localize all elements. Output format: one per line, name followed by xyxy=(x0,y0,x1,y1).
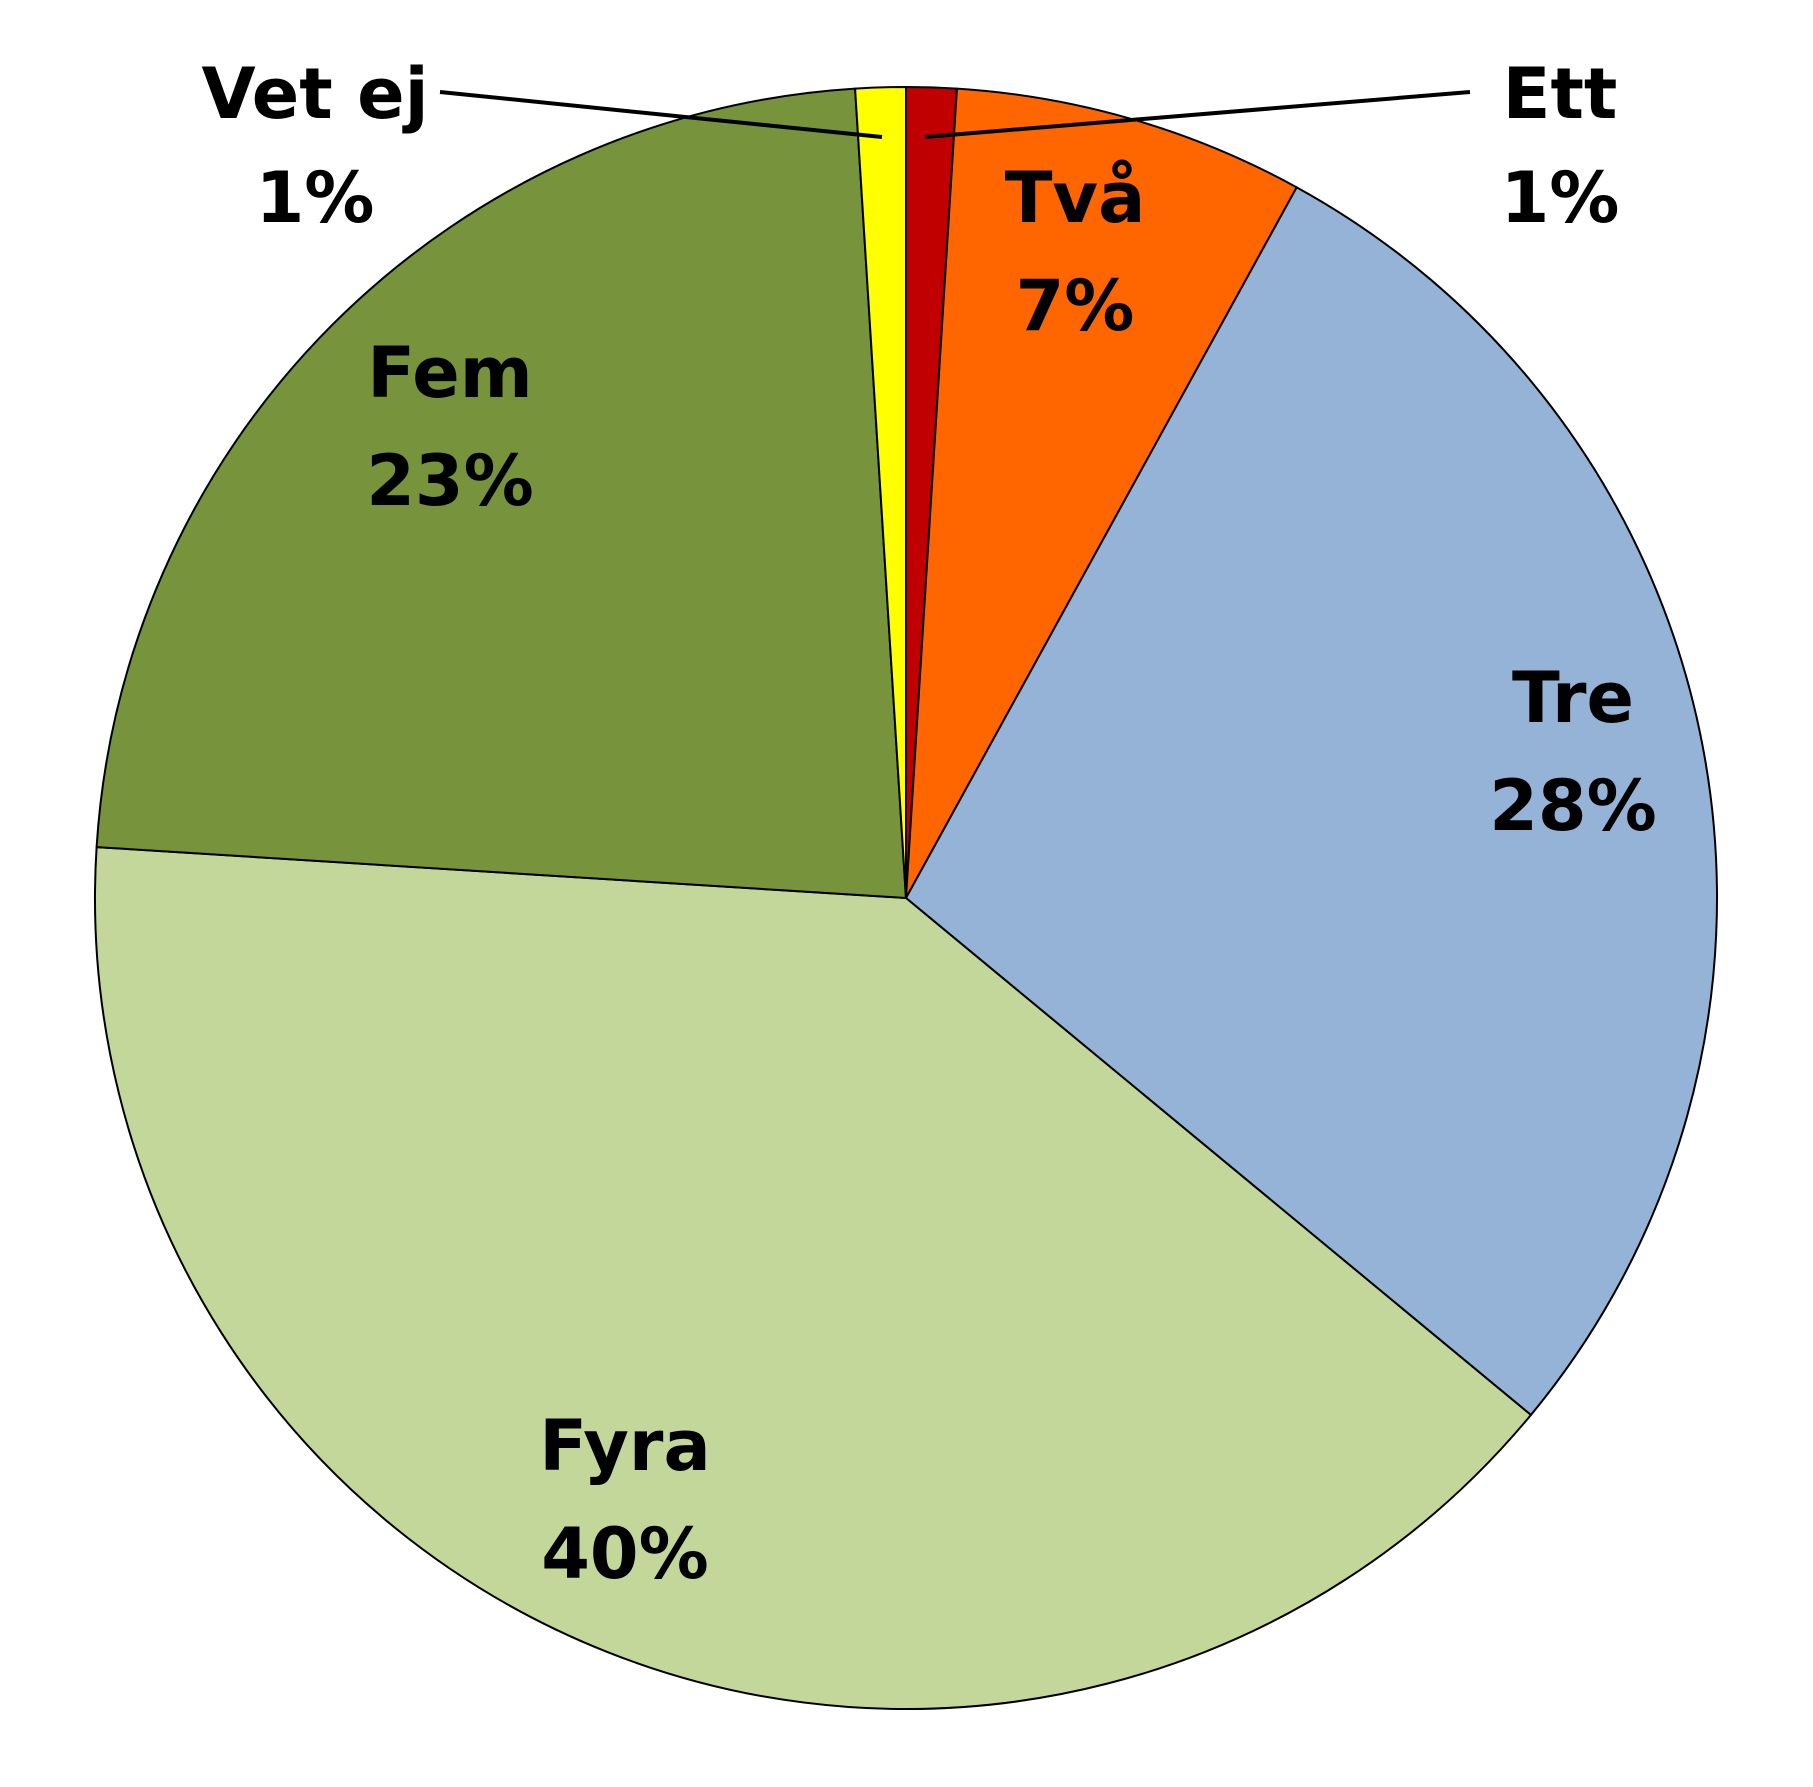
slice-label-fyra: Fyra xyxy=(539,1405,710,1487)
slice-percent-ett: 1% xyxy=(1501,157,1620,239)
slice-percent-tv: 7% xyxy=(1016,265,1135,347)
leader-line-vet-ej xyxy=(439,90,883,139)
slice-label-ett: Ett xyxy=(1503,53,1618,135)
pie-slice-vet-ej xyxy=(854,86,907,899)
slice-label-tre: Tre xyxy=(1512,657,1634,739)
pie-slices xyxy=(94,86,1718,1711)
slice-percent-vet-ej: 1% xyxy=(256,157,375,239)
pie-slice-tre xyxy=(905,186,1718,1416)
slice-labels: Ett 1% Två 7% Tre 28% Fyra 40% Fem 23% Vet ej 1% xyxy=(201,53,1656,1595)
leader-lines xyxy=(439,90,1471,139)
slice-label-tv: Två xyxy=(1005,157,1146,239)
slice-percent-fyra: 40% xyxy=(541,1513,709,1595)
slice-percent-fem: 23% xyxy=(366,440,534,522)
slice-label-fem: Fem xyxy=(367,332,532,414)
pie-slice-fyra xyxy=(94,846,1532,1711)
slice-percent-tre: 28% xyxy=(1489,765,1657,847)
leader-line-ett xyxy=(924,90,1471,139)
pie-slice-fem xyxy=(95,87,907,899)
slice-label-vet-ej: Vet ej xyxy=(201,53,428,135)
